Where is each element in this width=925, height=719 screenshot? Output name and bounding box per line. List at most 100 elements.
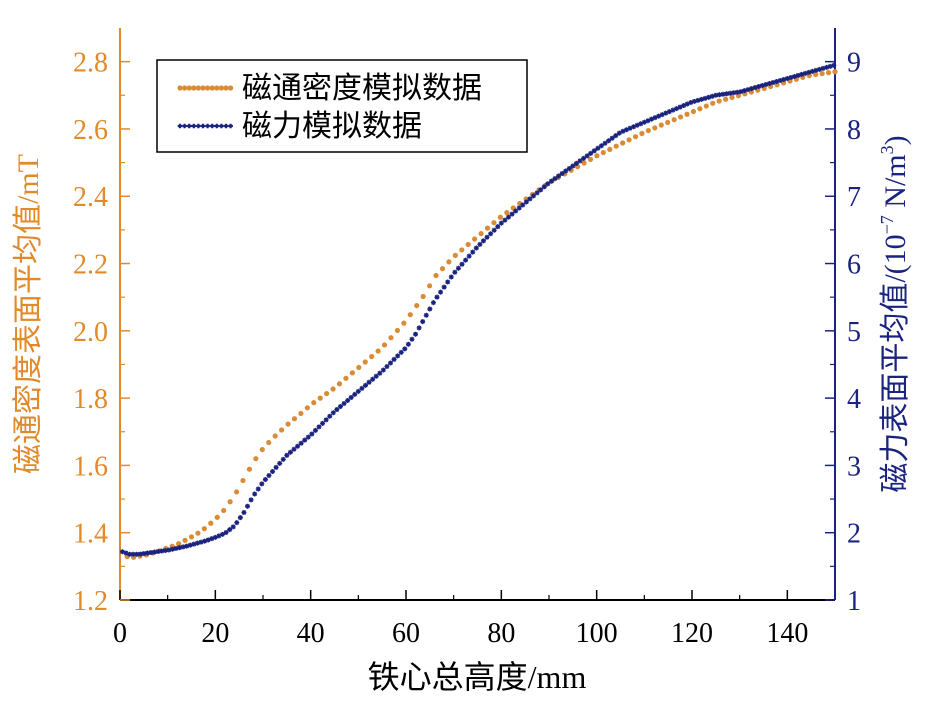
data-point-flux (246, 466, 253, 472)
x-tick-label: 100 (576, 618, 618, 649)
data-point-force (534, 190, 540, 196)
data-point-flux (697, 106, 703, 112)
data-point-flux (671, 117, 677, 123)
data-point-force (127, 551, 133, 557)
y-left-tick-label: 1.4 (73, 519, 108, 550)
data-point-force (695, 97, 701, 103)
data-point-flux (723, 96, 729, 102)
y-left-tick-label: 2.4 (73, 182, 108, 213)
data-point-force (430, 300, 436, 306)
data-point-force (727, 90, 733, 96)
data-point-force (681, 103, 687, 109)
data-point-force (245, 503, 251, 509)
y-right-tick-label: 7 (847, 182, 861, 213)
data-point-flux (813, 71, 819, 78)
data-point-force (155, 549, 161, 555)
data-point-force (602, 140, 608, 146)
data-point-force (423, 312, 429, 318)
data-point-force (130, 551, 136, 557)
data-point-force (388, 360, 394, 366)
data-point-force (445, 279, 451, 285)
y-axis-label-right: 磁力表面平均值/(10−7 N/m3) (877, 135, 912, 492)
data-point-force (505, 214, 511, 220)
data-point-flux (632, 134, 639, 140)
data-point-force (316, 424, 322, 430)
legend-label-force: 磁力模拟数据 (242, 110, 422, 143)
data-point-flux (381, 342, 388, 348)
data-point-force (320, 420, 326, 426)
legend-marker (228, 85, 234, 91)
data-point-force (802, 70, 808, 76)
data-point-force (631, 124, 637, 130)
data-point-force (266, 473, 272, 479)
legend-label-flux: 磁通密度模拟数据 (242, 72, 482, 105)
data-point-force (298, 440, 304, 446)
data-point-force (309, 431, 315, 437)
data-point-flux (491, 220, 497, 226)
data-point-force (119, 549, 125, 555)
data-point-force (520, 202, 526, 208)
legend-marker (223, 85, 229, 91)
data-point-flux (690, 108, 697, 115)
data-point-force (491, 227, 497, 233)
data-point-force (516, 205, 522, 211)
data-point-force (566, 165, 572, 171)
data-point-force (237, 515, 243, 521)
data-point-force (609, 135, 615, 141)
data-point-force (781, 76, 787, 82)
data-point-force (473, 245, 479, 251)
legend-marker (223, 123, 229, 129)
data-point-force (638, 121, 644, 127)
data-point-force (416, 325, 422, 331)
data-point-force (216, 533, 222, 539)
data-point-force (323, 417, 329, 423)
data-point-force (355, 388, 361, 394)
data-point-flux (336, 381, 343, 387)
data-point-force (648, 116, 654, 122)
x-tick-label: 60 (392, 618, 420, 649)
legend: 磁通密度模拟数据 磁力模拟数据 (156, 59, 528, 153)
data-point-force (620, 128, 626, 134)
data-point-flux (201, 526, 207, 532)
data-point-force (255, 486, 261, 492)
data-point-flux (214, 514, 220, 520)
y-left-tick-label: 2.8 (73, 48, 108, 79)
data-point-flux (426, 283, 433, 289)
data-point-force (173, 545, 179, 551)
data-point-force (134, 551, 140, 557)
data-point-flux (620, 140, 626, 146)
data-point-flux (446, 259, 452, 265)
y-right-tick-label: 5 (847, 317, 861, 348)
data-point-force (484, 234, 490, 240)
data-point-flux (349, 370, 355, 376)
data-point-force (169, 546, 175, 552)
data-point-force (291, 446, 297, 452)
data-point-flux (272, 433, 278, 439)
data-point-force (209, 536, 215, 542)
data-point-force (531, 193, 537, 199)
legend-marker (228, 123, 233, 129)
data-point-force (623, 127, 629, 133)
data-point-force (548, 178, 554, 184)
data-point-force (366, 379, 372, 385)
data-point-flux (658, 122, 664, 128)
data-point-force (656, 113, 662, 119)
data-point-force (166, 547, 172, 553)
data-point-flux (613, 143, 619, 149)
data-point-force (538, 187, 544, 193)
data-point-flux (716, 98, 722, 104)
data-point-force (202, 538, 208, 544)
data-point-force (627, 125, 633, 131)
data-point-force (777, 77, 783, 83)
data-point-flux (362, 359, 368, 365)
data-point-force (588, 150, 594, 156)
legend-marker (218, 85, 224, 91)
legend-swatch-force (177, 123, 233, 129)
data-point-force (302, 437, 308, 443)
data-point-force (788, 74, 794, 80)
data-point-flux (317, 395, 323, 401)
data-point-flux (285, 421, 291, 427)
data-point-flux (311, 400, 317, 406)
data-point-force (502, 217, 508, 223)
plot-frame (119, 28, 836, 601)
